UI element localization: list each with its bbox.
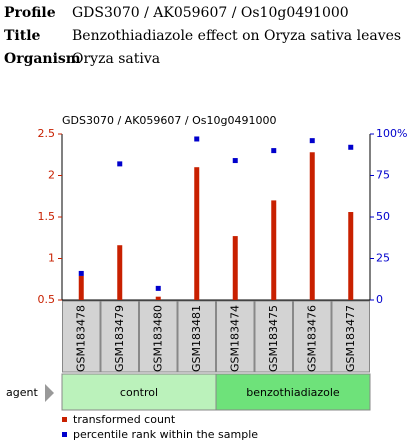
header-value: GDS3070 / AK059607 / Os10g0491000 bbox=[72, 5, 349, 21]
header-label: Profile bbox=[4, 5, 56, 21]
percentile-point bbox=[194, 136, 200, 142]
y-tick-label: 1.5 bbox=[38, 210, 56, 223]
percentile-point bbox=[271, 148, 277, 154]
header-row: OrganismOryza sativa bbox=[4, 48, 401, 71]
x-tick-label: GSM183476 bbox=[305, 305, 318, 372]
bar bbox=[117, 245, 123, 300]
x-tick-label: GSM183481 bbox=[190, 305, 203, 372]
factor-arrow bbox=[45, 384, 54, 402]
sample-box bbox=[139, 300, 178, 373]
percentile-point bbox=[348, 144, 354, 150]
sample-box bbox=[293, 300, 332, 373]
header: Profile GDS3070 / AK059607 / Os10g0491000… bbox=[4, 2, 401, 71]
bar bbox=[309, 152, 315, 300]
sample-box bbox=[177, 300, 216, 373]
sample-box bbox=[254, 300, 293, 373]
bar bbox=[348, 212, 354, 300]
header-label: Organism bbox=[4, 51, 81, 67]
header-label: Title bbox=[4, 28, 41, 44]
header-row: Profile GDS3070 / AK059607 / Os10g0491000 bbox=[4, 2, 401, 25]
percentile-point bbox=[78, 270, 84, 276]
sample-box bbox=[216, 300, 255, 373]
percentile-point bbox=[117, 161, 123, 167]
sample-box bbox=[331, 300, 370, 373]
sample-box bbox=[100, 300, 139, 373]
x-tick-label: GSM183474 bbox=[228, 305, 241, 372]
header-value: Benzothiadiazole effect on Oryza sativa … bbox=[72, 28, 402, 44]
sample-box bbox=[62, 300, 101, 373]
percentile-point bbox=[155, 285, 161, 291]
legend-swatch bbox=[62, 432, 67, 437]
y-tick-label: 2 bbox=[48, 169, 55, 182]
y2-tick-label: 100% bbox=[376, 127, 407, 140]
header-value: Oryza sativa bbox=[72, 51, 161, 67]
y-tick-label: 2.5 bbox=[38, 127, 56, 140]
factor-label: agent bbox=[6, 386, 38, 399]
legend-label: transformed count bbox=[73, 413, 176, 426]
group-label: control bbox=[120, 386, 158, 399]
bar bbox=[78, 275, 84, 300]
legend-label: percentile rank within the sample bbox=[73, 428, 258, 441]
bar bbox=[194, 167, 200, 300]
y2-tick-label: 50 bbox=[376, 210, 390, 223]
percentile-point bbox=[232, 158, 238, 164]
group-box bbox=[61, 373, 217, 411]
chart-title: GDS3070 / AK059607 / Os10g0491000 bbox=[62, 114, 276, 127]
y2-tick-label: 0 bbox=[376, 293, 383, 306]
x-tick-label: GSM183480 bbox=[151, 305, 164, 372]
x-tick-label: GSM183478 bbox=[74, 305, 87, 372]
bar bbox=[271, 200, 277, 300]
group-label: benzothiadiazole bbox=[246, 386, 340, 399]
bar bbox=[155, 296, 161, 300]
y-tick-label: 0.5 bbox=[38, 293, 56, 306]
percentile-point bbox=[309, 138, 315, 144]
x-tick-label: GSM183477 bbox=[344, 305, 357, 372]
y2-tick-label: 25 bbox=[376, 252, 390, 265]
y-tick-label: 1 bbox=[48, 252, 55, 265]
bar bbox=[232, 236, 238, 300]
y2-tick-label: 75 bbox=[376, 169, 390, 182]
group-box bbox=[215, 373, 371, 411]
x-tick-label: GSM183475 bbox=[267, 305, 280, 372]
header-row: Title Benzothiadiazole effect on Oryza sa… bbox=[4, 25, 401, 48]
x-tick-label: GSM183479 bbox=[113, 305, 126, 372]
legend-swatch bbox=[62, 417, 67, 422]
